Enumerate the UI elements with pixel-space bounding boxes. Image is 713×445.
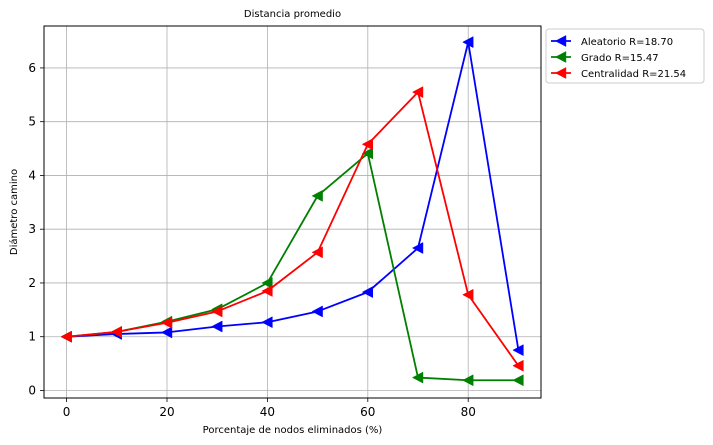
data-point-marker [361, 286, 374, 299]
legend: Aleatorio R=18.70 Grado R=15.47 Centralida… [545, 28, 705, 84]
x-axis-label: Porcentaje de nodos eliminados (%) [203, 425, 383, 436]
data-point-marker [462, 36, 474, 49]
chart-title: Distancia promedio [244, 9, 341, 20]
y-tick-label: 6 [28, 61, 36, 75]
data-point-marker [411, 242, 424, 254]
data-point-marker [110, 325, 122, 338]
x-tick-label: 60 [360, 405, 375, 419]
x-axis-ticks: 0 20 40 60 80 [63, 398, 476, 419]
y-axis-ticks: 0 1 2 3 4 5 6 [28, 61, 44, 397]
series-group [60, 86, 524, 372]
legend-label: Grado R=15.47 [581, 53, 659, 64]
data-point-marker [160, 326, 173, 339]
series-line [66, 91, 520, 367]
x-tick-label: 80 [461, 405, 476, 419]
legend-marker [554, 51, 567, 63]
legend-marker [554, 67, 567, 79]
data-point-marker [462, 288, 474, 301]
data-point-marker [462, 374, 474, 387]
y-tick-label: 1 [28, 330, 36, 344]
data-point-marker [411, 371, 424, 384]
x-tick-label: 0 [63, 405, 71, 419]
grid-lines [44, 26, 541, 398]
data-point-marker [261, 277, 273, 289]
y-tick-label: 3 [28, 222, 36, 236]
series-group [60, 36, 524, 357]
y-tick-label: 0 [28, 383, 36, 397]
data-point-marker [512, 359, 524, 372]
data-point-marker [261, 316, 273, 329]
x-tick-label: 20 [159, 405, 174, 419]
plot-frame [43, 25, 542, 399]
data-point-marker [411, 86, 424, 99]
y-axis-label: Diámetro camino [8, 169, 20, 255]
y-tick-label: 5 [28, 115, 36, 129]
data-point-marker [361, 138, 374, 151]
data-point-marker [261, 285, 273, 297]
data-point-marker [311, 246, 323, 259]
data-point-marker [211, 305, 223, 318]
y-tick-label: 4 [28, 168, 36, 182]
legend-box [545, 28, 705, 84]
data-point-marker [311, 189, 323, 202]
legend-label: Centralidad R=21.54 [581, 69, 686, 80]
data-point-marker [160, 316, 173, 329]
data-point-marker [512, 344, 524, 357]
series-line [66, 41, 520, 351]
series-layer [60, 36, 524, 387]
data-point-marker [60, 330, 72, 343]
data-point-marker [211, 320, 223, 333]
y-tick-label: 2 [28, 276, 36, 290]
x-tick-label: 40 [260, 405, 275, 419]
data-point-marker [311, 305, 323, 318]
data-point-marker [361, 147, 374, 160]
legend-label: Aleatorio R=18.70 [581, 37, 673, 48]
legend-marker [554, 35, 567, 47]
data-point-marker [512, 374, 524, 387]
